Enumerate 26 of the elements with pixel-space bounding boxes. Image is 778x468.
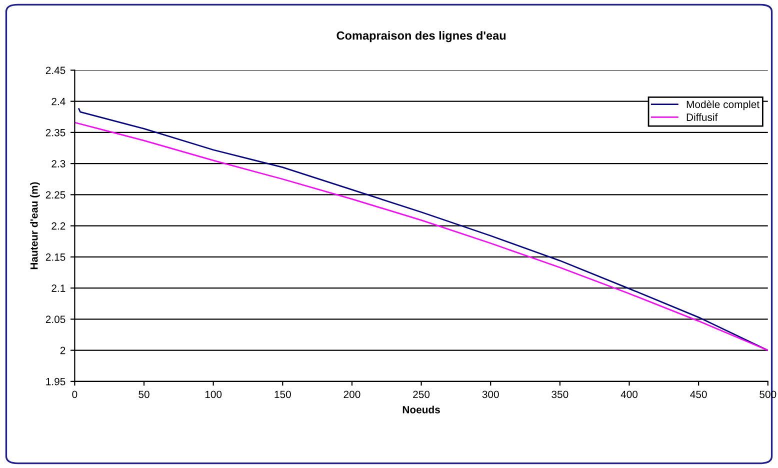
chart-title: Comapraison des lignes d'eau [336, 31, 506, 42]
y-tick-label: 2 [60, 346, 66, 354]
x-tick-label: 300 [482, 390, 499, 398]
y-tick-label: 2.05 [46, 316, 66, 324]
y-tick-label: 2.45 [46, 66, 66, 74]
y-tick-label: 2.15 [46, 253, 66, 261]
x-axis-title: Noeuds [402, 406, 440, 414]
legend-label: Modèle complet [686, 100, 760, 110]
y-tick-label: 2.35 [46, 128, 66, 136]
y-axis-title: Hauteur d'eau (m) [30, 182, 40, 270]
y-tick-label: 2.2 [52, 222, 66, 230]
x-tick-label: 250 [413, 390, 430, 398]
y-tick-label: 2.3 [52, 160, 66, 168]
x-tick-label: 100 [205, 390, 222, 398]
y-tick-label: 2.1 [52, 284, 66, 292]
x-tick-label: 50 [138, 390, 150, 398]
y-tick-label: 1.95 [46, 378, 66, 386]
x-tick-label: 450 [690, 390, 707, 398]
x-tick-label: 150 [274, 390, 291, 398]
y-tick-label: 2.4 [52, 98, 66, 106]
x-tick-label: 400 [620, 390, 638, 398]
x-tick-label: 200 [344, 390, 360, 398]
y-tick-label: 2.25 [46, 191, 66, 199]
x-tick-label: 350 [552, 390, 568, 398]
x-tick-label: 0 [72, 390, 78, 398]
legend-label: Diffusif [686, 113, 718, 121]
